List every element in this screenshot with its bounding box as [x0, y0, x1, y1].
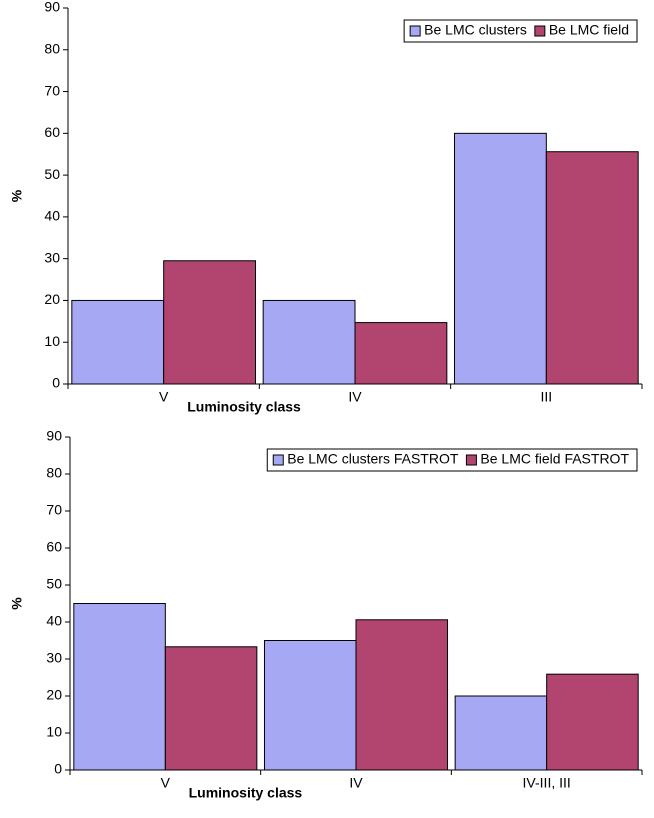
legend: Be LMC clusters FASTROT Be LMC field FAST…: [266, 448, 638, 472]
y-tick-label: 50: [46, 576, 62, 592]
bar: [454, 695, 548, 771]
legend: Be LMC clusters Be LMC field: [403, 19, 638, 43]
legend-label: Be LMC clusters FASTROT: [287, 451, 459, 467]
y-tick-label: 40: [44, 208, 60, 224]
y-tick-label: 20: [44, 291, 60, 307]
y-tick-label: 80: [44, 40, 60, 56]
legend-box: [403, 19, 638, 43]
x-tick-label: IV-III, III: [523, 775, 571, 791]
bar: [355, 619, 449, 771]
sub-chart: 0 10 20 30 40 50 60 70 80 90 V IV III Luminosity clas…: [9, 0, 643, 415]
x-tick-label: IV: [348, 389, 362, 405]
y-tick-label: 70: [46, 502, 62, 518]
legend-swatch: [534, 25, 546, 37]
y-tick-label: 0: [52, 375, 60, 391]
x-axis-label: Luminosity class: [187, 399, 301, 415]
y-tick-label: 60: [44, 124, 60, 140]
legend-swatch: [272, 454, 284, 466]
y-tick-label: 90: [44, 0, 60, 15]
x-axis-label: Luminosity class: [189, 785, 303, 801]
y-tick-label: 30: [44, 249, 60, 265]
bar: [453, 132, 547, 385]
y-tick-label: 10: [44, 333, 60, 349]
x-tick-label: V: [161, 775, 171, 791]
legend-label: Be LMC field FASTROT: [480, 451, 629, 467]
legend-box: [266, 448, 638, 472]
legend-swatch: [409, 25, 421, 37]
bar: [164, 646, 258, 771]
bar: [546, 673, 639, 771]
bar: [163, 260, 257, 385]
x-tick-label: V: [159, 389, 169, 405]
x-tick-label: IV: [349, 775, 363, 791]
y-tick-label: 40: [46, 613, 62, 629]
y-tick-label: 90: [46, 428, 62, 444]
y-tick-label: 70: [44, 82, 60, 98]
bar: [354, 322, 448, 385]
legend-swatch: [465, 454, 477, 466]
bar: [263, 640, 357, 771]
bar: [545, 151, 639, 385]
y-tick-label: 50: [44, 166, 60, 182]
y-tick-label: 60: [46, 539, 62, 555]
y-tick-label: 30: [46, 650, 62, 666]
sub-chart: 0 10 20 30 40 50 60 70 80 90 V IV IV-III, III Luminos…: [9, 428, 643, 801]
y-tick-label: 20: [46, 687, 62, 703]
x-tick-label: III: [540, 389, 552, 405]
legend-label: Be LMC field: [549, 22, 629, 38]
legend-label: Be LMC clusters: [424, 22, 527, 38]
y-tick-label: 10: [46, 724, 62, 740]
bar: [262, 299, 356, 385]
y-tick-label: 0: [54, 761, 62, 777]
bar: [71, 299, 165, 385]
y-axis-label: %: [9, 597, 25, 610]
y-axis-label: %: [9, 189, 25, 202]
bar: [73, 603, 166, 771]
y-tick-label: 80: [46, 465, 62, 481]
